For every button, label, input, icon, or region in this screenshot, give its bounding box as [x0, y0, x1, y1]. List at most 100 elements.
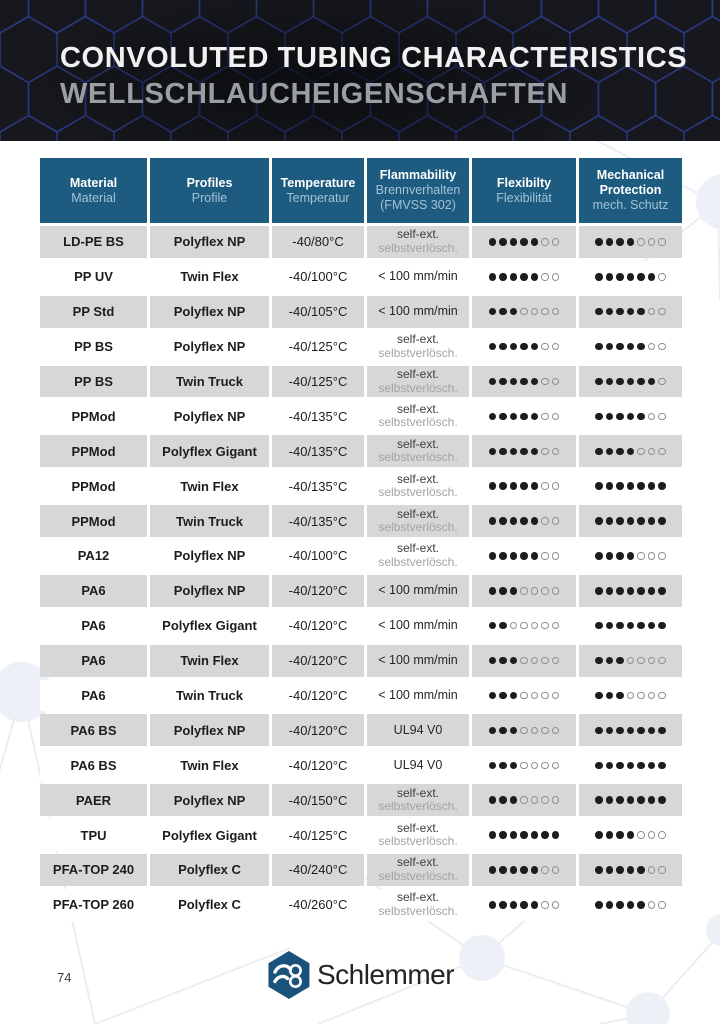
empty-dot-icon [658, 238, 666, 246]
filled-dot-icon [637, 517, 645, 525]
protection-rating [579, 679, 682, 712]
filled-dot-icon [520, 342, 528, 351]
filled-dot-icon [595, 377, 603, 386]
brand-logo: Schlemmer [266, 950, 455, 1000]
empty-dot-icon [647, 901, 656, 909]
empty-dot-icon [647, 342, 656, 351]
cell-material: PPMod [40, 400, 147, 433]
filled-dot-icon [616, 691, 624, 700]
cell-profile: Polyflex NP [150, 714, 269, 747]
protection-rating [579, 609, 682, 642]
empty-dot-icon [551, 587, 560, 595]
cell-flammability: < 100 mm/min [367, 679, 469, 712]
column-header-mechanical-protection: Mechanical Protection mech. Schutz [579, 158, 682, 223]
cell-temperature: -40/120°C [272, 609, 364, 642]
cell-temperature: -40/120°C [272, 679, 364, 712]
filled-dot-icon [637, 761, 645, 770]
filled-dot-icon [595, 447, 603, 456]
empty-dot-icon [530, 691, 539, 700]
empty-dot-icon [530, 587, 539, 595]
protection-rating [579, 749, 682, 782]
filled-dot-icon [488, 656, 497, 665]
filled-dot-icon [520, 377, 528, 386]
protection-rating [579, 784, 682, 817]
filled-dot-icon [626, 761, 635, 770]
cell-profile: Twin Truck [150, 505, 269, 538]
empty-dot-icon [551, 273, 560, 281]
flexibility-rating [472, 714, 576, 747]
protection-rating [579, 505, 682, 538]
empty-dot-icon [551, 412, 560, 421]
empty-dot-icon [551, 517, 560, 525]
filled-dot-icon [509, 587, 518, 595]
filled-dot-icon [616, 901, 624, 909]
cell-flammability: self-ext. selbstverlösch. [367, 435, 469, 468]
empty-dot-icon [551, 447, 560, 456]
cell-material: PFA-TOP 240 [40, 854, 147, 886]
filled-dot-icon [520, 517, 528, 525]
filled-dot-icon [499, 796, 507, 804]
empty-dot-icon [551, 656, 560, 665]
cell-flammability: < 100 mm/min [367, 260, 469, 293]
cell-flammability: < 100 mm/min [367, 574, 469, 607]
filled-dot-icon [647, 621, 656, 630]
filled-dot-icon [530, 447, 539, 456]
cell-material: PA6 [40, 679, 147, 712]
filled-dot-icon [509, 796, 518, 804]
empty-dot-icon [647, 831, 656, 839]
filled-dot-icon [499, 587, 507, 595]
cell-profile: Polyflex NP [150, 400, 269, 433]
filled-dot-icon [499, 307, 507, 316]
filled-dot-icon [509, 342, 518, 351]
filled-dot-icon [616, 482, 624, 490]
page-number: 74 [57, 970, 72, 985]
empty-dot-icon [658, 307, 666, 316]
filled-dot-icon [647, 273, 656, 281]
cell-profile: Twin Truck [150, 365, 269, 398]
filled-dot-icon [605, 342, 614, 351]
cell-material: PP BS [40, 330, 147, 363]
cell-profile: Twin Flex [150, 470, 269, 503]
filled-dot-icon [637, 273, 645, 281]
filled-dot-icon [541, 831, 549, 839]
flammability-text: < 100 mm/min [378, 652, 458, 667]
filled-dot-icon [658, 587, 666, 595]
empty-dot-icon [541, 901, 549, 909]
cell-flammability: < 100 mm/min [367, 644, 469, 677]
empty-dot-icon [541, 342, 549, 351]
filled-dot-icon [530, 517, 539, 525]
empty-dot-icon [541, 377, 549, 386]
filled-dot-icon [488, 342, 497, 351]
filled-dot-icon [499, 726, 507, 735]
cell-profile: Polyflex Gigant [150, 435, 269, 468]
flammability-text: self-ext. [396, 855, 439, 870]
filled-dot-icon [499, 656, 507, 665]
filled-dot-icon [595, 552, 603, 560]
filled-dot-icon [637, 587, 645, 595]
empty-dot-icon [541, 412, 549, 421]
empty-dot-icon [647, 447, 656, 456]
flammability-text-german: selbstverlösch. [378, 520, 458, 535]
cell-flammability: self-ext. selbstverlösch. [367, 330, 469, 363]
filled-dot-icon [605, 691, 614, 700]
empty-dot-icon [520, 691, 528, 700]
filled-dot-icon [626, 377, 635, 386]
flammability-text-german: selbstverlösch. [378, 799, 458, 814]
flexibility-rating [472, 784, 576, 817]
filled-dot-icon [509, 238, 518, 246]
flexibility-rating [472, 295, 576, 328]
flexibility-rating [472, 400, 576, 433]
filled-dot-icon [658, 621, 666, 630]
cell-flammability: self-ext. selbstverlösch. [367, 400, 469, 433]
empty-dot-icon [637, 691, 645, 700]
empty-dot-icon [509, 621, 518, 630]
flammability-text: self-ext. [396, 820, 439, 835]
empty-dot-icon [551, 342, 560, 351]
filled-dot-icon [647, 796, 656, 804]
cell-temperature: -40/120°C [272, 714, 364, 747]
empty-dot-icon [541, 796, 549, 804]
filled-dot-icon [488, 587, 497, 595]
flammability-text: UL94 V0 [393, 722, 443, 737]
cell-temperature: -40/150°C [272, 784, 364, 817]
filled-dot-icon [488, 273, 497, 281]
